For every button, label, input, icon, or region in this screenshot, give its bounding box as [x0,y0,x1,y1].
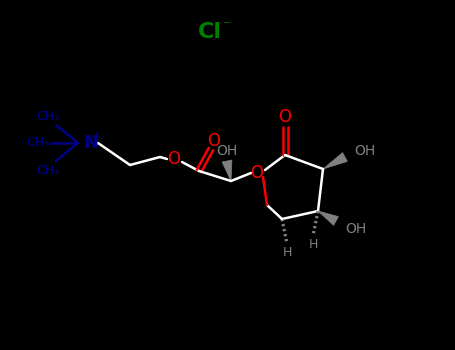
Text: Cl: Cl [198,22,222,42]
Polygon shape [318,211,339,225]
Text: OH: OH [345,222,367,236]
Text: CH₃: CH₃ [36,163,60,176]
Text: CH₃: CH₃ [26,136,50,149]
Text: CH₃: CH₃ [36,111,60,124]
Polygon shape [222,160,232,181]
Text: O: O [278,108,292,126]
Text: O: O [207,132,221,150]
Text: H: H [282,246,292,259]
Text: +: + [91,130,101,142]
Text: O: O [251,164,263,182]
Text: ⁻: ⁻ [222,17,232,35]
Text: OH: OH [217,144,238,158]
Text: OH: OH [354,144,376,158]
Text: N: N [83,134,98,152]
Text: O: O [167,150,181,168]
Text: H: H [308,238,318,252]
Polygon shape [323,153,348,169]
